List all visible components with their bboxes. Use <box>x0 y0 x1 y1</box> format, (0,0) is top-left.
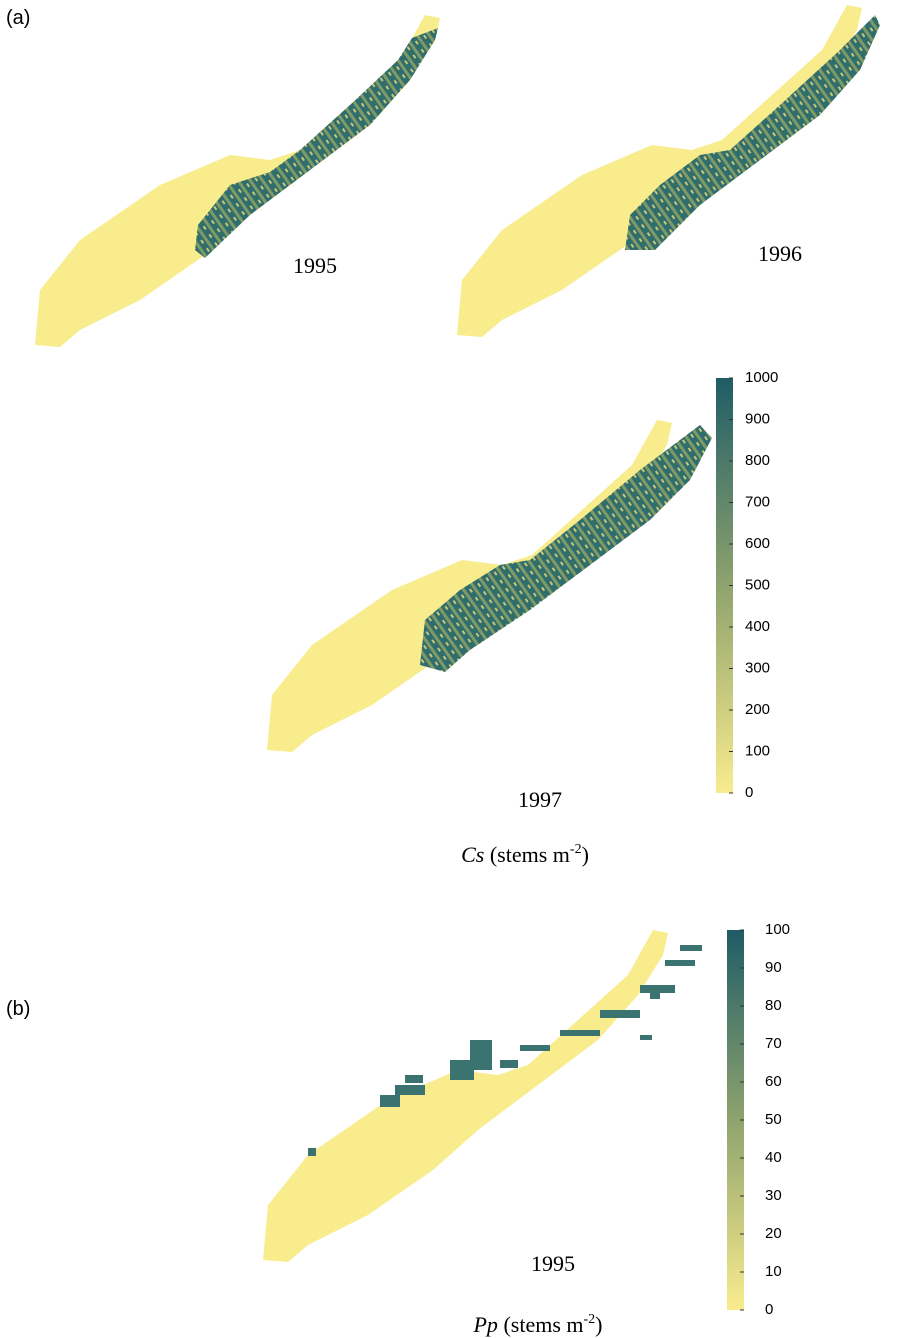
caption-var: Cs <box>461 842 484 867</box>
tick-label: 50 <box>765 1111 782 1128</box>
tick-label: 100 <box>745 742 770 759</box>
figure: (a) 1995 1996 1997 Cs (stems m-2) (b) 19… <box>0 0 899 1338</box>
tick-label: 800 <box>745 452 770 469</box>
tick-label: 0 <box>765 1301 773 1318</box>
tick-label: 300 <box>745 659 770 676</box>
tick-label: 0 <box>745 784 753 801</box>
tick-label: 80 <box>765 997 782 1014</box>
tick-label: 10 <box>765 1263 782 1280</box>
caption-unit: (stems m <box>490 842 570 867</box>
panel-label: (a) <box>6 7 30 29</box>
year-label: 1995 <box>531 1251 575 1276</box>
caption-close: ) <box>595 1312 602 1337</box>
tick-label: 500 <box>745 576 770 593</box>
tick-label: 70 <box>765 1035 782 1052</box>
tick-label: 1000 <box>745 369 778 386</box>
caption-exp: -2 <box>570 842 582 857</box>
tick-label: 200 <box>745 701 770 718</box>
tick-label: 600 <box>745 535 770 552</box>
tick-label: 700 <box>745 493 770 510</box>
tick-label: 40 <box>765 1149 782 1166</box>
year-label: 1996 <box>758 241 802 266</box>
tick-label: 90 <box>765 959 782 976</box>
caption-var: Pp <box>472 1312 497 1337</box>
page: {"panels": [ {"label": "(a)", "maps": [{… <box>0 0 899 1338</box>
tick-label: 100 <box>765 921 790 938</box>
tick-label: 30 <box>765 1187 782 1204</box>
caption: Cs (stems m-2) <box>461 842 589 867</box>
map <box>35 15 440 347</box>
tick-label: 900 <box>745 410 770 427</box>
tick-label: 20 <box>765 1225 782 1242</box>
caption: Pp (stems m-2) <box>472 1312 602 1337</box>
map <box>457 5 880 337</box>
tick-label: 400 <box>745 618 770 635</box>
panel-label: (b) <box>6 998 30 1020</box>
map <box>263 930 702 1262</box>
tick-label: 60 <box>765 1073 782 1090</box>
caption-close: ) <box>582 842 589 867</box>
caption-unit: (stems m <box>503 1312 583 1337</box>
year-label: 1997 <box>518 787 562 812</box>
year-label: 1995 <box>293 253 337 278</box>
caption-exp: -2 <box>584 1312 596 1327</box>
map <box>267 420 712 752</box>
